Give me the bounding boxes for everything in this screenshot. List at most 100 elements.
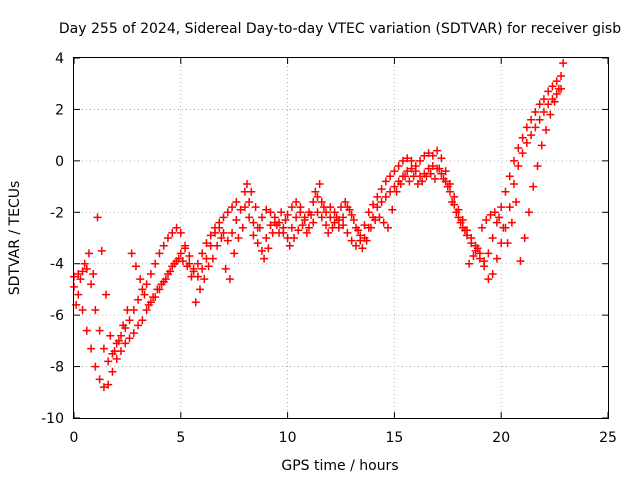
data-point bbox=[349, 216, 358, 224]
data-point bbox=[78, 267, 87, 276]
data-point bbox=[302, 228, 311, 237]
data-point bbox=[91, 362, 100, 371]
data-point bbox=[319, 203, 328, 212]
data-point bbox=[409, 172, 418, 181]
data-point bbox=[392, 187, 401, 196]
data-point bbox=[311, 187, 320, 196]
data-point bbox=[210, 223, 219, 232]
data-point bbox=[531, 123, 540, 132]
data-point bbox=[196, 285, 205, 294]
data-point bbox=[228, 203, 237, 212]
data-point bbox=[249, 231, 258, 240]
data-point bbox=[84, 249, 93, 258]
data-point bbox=[345, 205, 354, 214]
data-point bbox=[443, 182, 452, 191]
data-point bbox=[87, 344, 96, 353]
data-point bbox=[450, 192, 459, 201]
data-point bbox=[232, 216, 241, 224]
data-point bbox=[424, 149, 433, 158]
data-point bbox=[198, 264, 207, 273]
data-point bbox=[486, 210, 495, 219]
data-point bbox=[238, 223, 247, 232]
data-point bbox=[347, 236, 356, 245]
data-point bbox=[522, 138, 531, 147]
data-point bbox=[559, 59, 568, 68]
chart-title: Day 255 of 2024, Sidereal Day-to-day VTE… bbox=[59, 21, 621, 37]
data-point bbox=[356, 231, 365, 240]
data-point bbox=[407, 164, 416, 173]
data-point bbox=[193, 259, 202, 268]
data-point bbox=[223, 208, 232, 217]
data-point bbox=[488, 234, 497, 242]
data-point bbox=[251, 203, 260, 212]
data-point bbox=[142, 280, 151, 289]
data-point bbox=[330, 218, 339, 227]
data-point bbox=[480, 257, 489, 266]
data-point bbox=[110, 347, 119, 356]
data-point bbox=[262, 234, 271, 242]
data-point bbox=[475, 249, 484, 258]
data-point bbox=[249, 218, 258, 227]
data-point bbox=[155, 249, 164, 258]
data-point bbox=[435, 164, 444, 173]
data-point bbox=[460, 226, 469, 235]
data-point bbox=[234, 234, 243, 242]
data-point bbox=[294, 226, 303, 235]
data-point bbox=[125, 316, 134, 325]
data-point bbox=[223, 236, 232, 245]
data-point bbox=[127, 249, 136, 258]
data-point bbox=[454, 213, 463, 222]
data-point bbox=[505, 172, 514, 181]
y-tick-label: -8 bbox=[50, 360, 64, 376]
data-point bbox=[253, 239, 262, 248]
data-point bbox=[82, 326, 91, 335]
data-point bbox=[213, 241, 222, 250]
data-point bbox=[232, 198, 241, 206]
data-point bbox=[255, 223, 264, 232]
data-point bbox=[537, 141, 546, 150]
data-point bbox=[510, 180, 519, 188]
x-tick-label: 20 bbox=[492, 430, 510, 446]
data-point bbox=[134, 295, 143, 304]
data-point bbox=[285, 241, 294, 250]
data-point bbox=[328, 223, 337, 232]
data-point bbox=[309, 218, 318, 227]
data-point bbox=[456, 218, 465, 227]
data-point bbox=[330, 208, 339, 217]
data-point bbox=[366, 223, 375, 232]
data-point bbox=[347, 210, 356, 219]
data-point bbox=[358, 244, 367, 253]
data-point bbox=[535, 115, 544, 124]
data-point bbox=[484, 275, 493, 284]
x-tick-label: 0 bbox=[70, 430, 79, 446]
data-point bbox=[437, 169, 446, 178]
data-point bbox=[546, 110, 555, 119]
data-point bbox=[240, 203, 249, 212]
data-point bbox=[95, 375, 104, 384]
data-point bbox=[407, 156, 416, 165]
data-point bbox=[362, 236, 371, 245]
data-point bbox=[381, 192, 390, 201]
data-point bbox=[292, 198, 301, 206]
data-point bbox=[396, 180, 405, 188]
data-point bbox=[176, 249, 185, 258]
data-point bbox=[134, 321, 143, 330]
data-point bbox=[510, 156, 519, 165]
data-point bbox=[539, 95, 548, 104]
data-point bbox=[516, 257, 525, 266]
y-tick-label: -2 bbox=[50, 205, 64, 221]
data-point bbox=[322, 221, 331, 230]
data-point bbox=[416, 156, 425, 165]
data-point bbox=[441, 167, 450, 176]
data-point bbox=[413, 180, 422, 188]
data-point bbox=[514, 162, 523, 170]
data-point bbox=[215, 218, 224, 227]
data-point bbox=[375, 213, 384, 222]
data-point bbox=[390, 182, 399, 191]
data-point bbox=[548, 82, 557, 91]
data-point bbox=[495, 213, 504, 222]
data-point bbox=[76, 275, 85, 284]
data-point bbox=[104, 357, 113, 366]
data-point bbox=[531, 108, 540, 116]
